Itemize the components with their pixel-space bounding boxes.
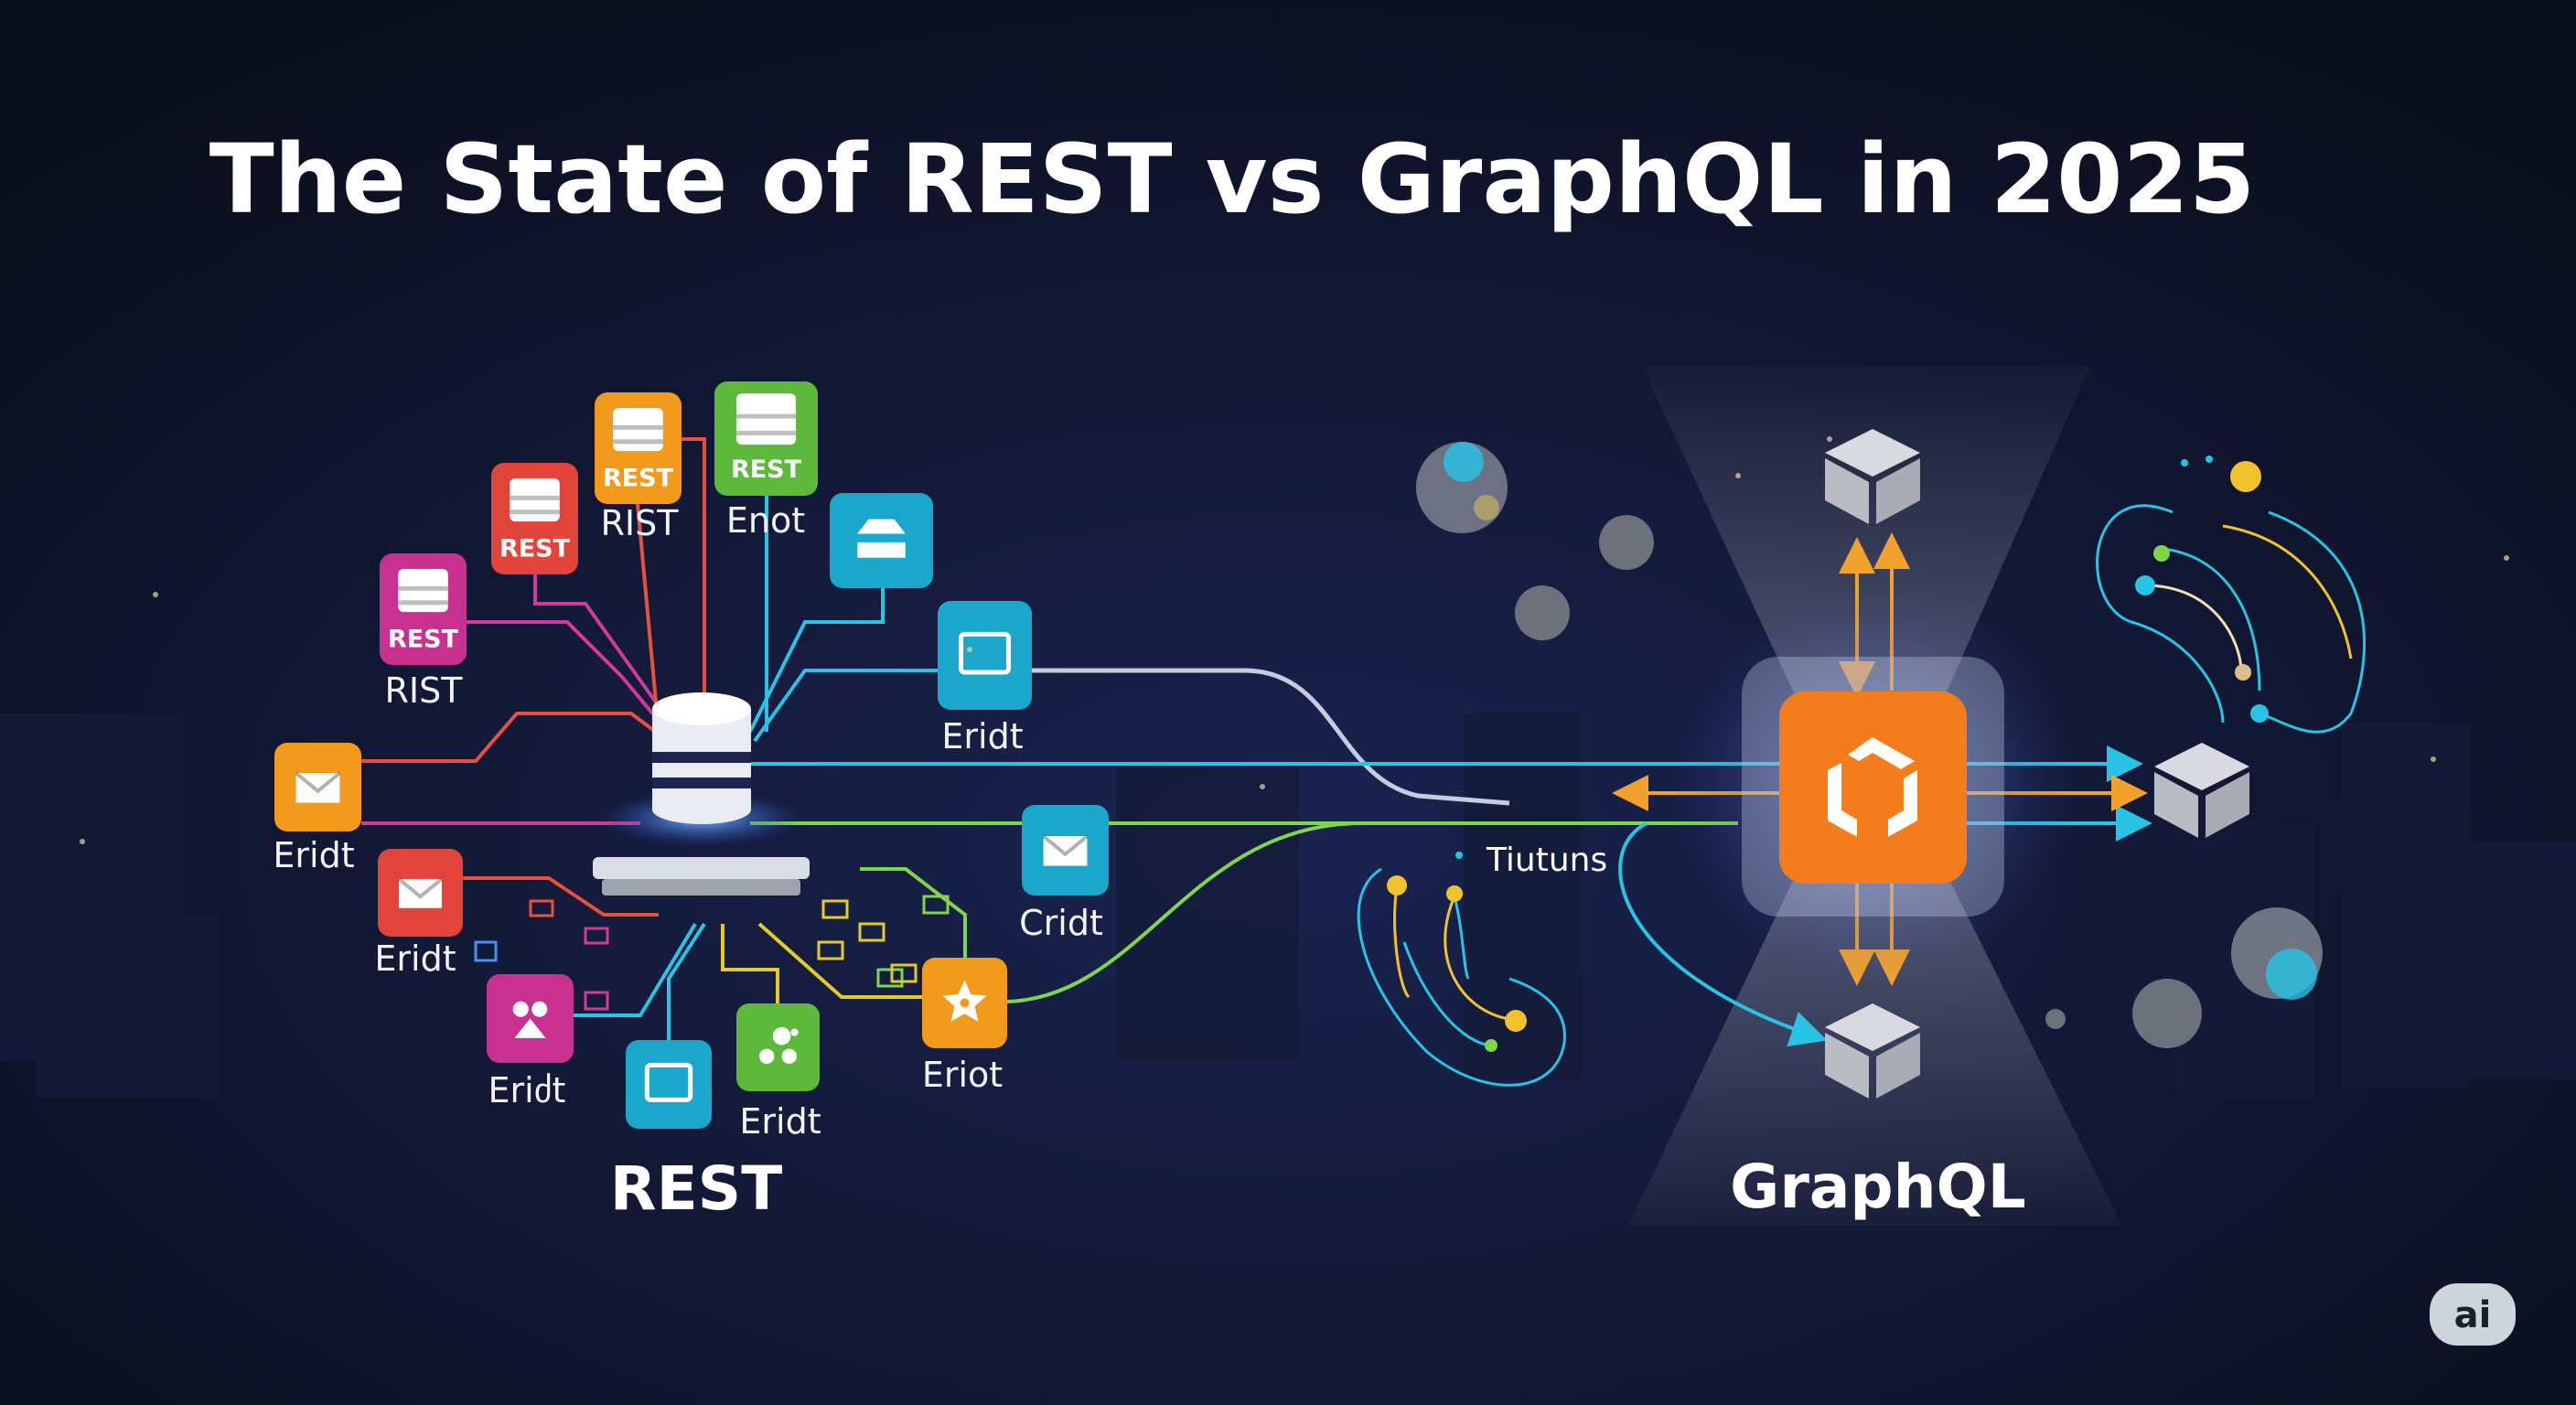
tile-label: Eridt [739, 1101, 821, 1142]
rest-tile[interactable]: Eridt [736, 1003, 821, 1142]
database-icon [398, 569, 448, 613]
tile-badge: REST [499, 534, 571, 563]
screen-icon [644, 1062, 693, 1102]
tile-label: Eridt [374, 938, 456, 979]
server-platform [593, 857, 810, 879]
database-icon [735, 393, 797, 445]
rest-tile[interactable]: REST RIST [380, 553, 467, 711]
rest-mini-nodes [474, 895, 950, 1011]
graphql-label: GraphQL [1730, 1152, 2026, 1222]
swirl-decoration-left [1357, 852, 1566, 1087]
rest-tile[interactable]: Eriot [922, 958, 1007, 1095]
rest-top-tiles: REST RIST REST REST RIST REST Enot Eridt [380, 381, 1032, 756]
tile-label: Eridt [273, 835, 354, 875]
database-icon [510, 478, 560, 522]
graphql-hub[interactable] [1671, 586, 2074, 989]
tile-label: Enot [726, 500, 805, 541]
tile-label: Eriot [922, 1055, 1003, 1095]
tile-label: Cridt [1019, 903, 1103, 943]
floating-orbs [1416, 442, 2323, 1048]
rest-tile[interactable]: Eridt [938, 601, 1032, 756]
rest-label: REST [610, 1153, 782, 1224]
rest-tile[interactable]: Eridt [273, 743, 361, 875]
page-title: The State of REST vs GraphQL in 2025 [209, 123, 2256, 235]
rest-tile[interactable]: REST RIST [595, 392, 682, 543]
mail-icon [295, 771, 341, 803]
svg-text:ai: ai [2454, 1294, 2492, 1336]
envelope-open-icon [397, 877, 444, 908]
rest-server-database-icon [593, 692, 810, 896]
router-icon [857, 519, 906, 558]
tile-badge: REST [603, 464, 674, 492]
rest-bottom-tiles: Eridt Eridt Eriძt Eridt Eriot Cridt [273, 743, 1109, 1142]
rest-tile[interactable]: REST [491, 463, 578, 574]
rest-tile[interactable]: Eridt [374, 849, 463, 979]
cube-icon[interactable] [1825, 429, 1920, 524]
mail-icon [1042, 834, 1089, 866]
rest-tile[interactable] [626, 1040, 712, 1129]
ai-badge: ai [2430, 1283, 2516, 1346]
database-icon [613, 408, 663, 452]
tile-badge: REST [731, 456, 802, 484]
cube-icon[interactable] [2154, 743, 2249, 838]
annotation-label: Tiutuns [1486, 842, 1607, 879]
tile-label: Eriძt [488, 1070, 566, 1110]
star-icon [942, 980, 987, 1022]
paw-icon [512, 1001, 548, 1038]
rest-tile[interactable]: REST Enot [714, 381, 818, 541]
tile-label: RIST [601, 503, 680, 543]
tile-badge: REST [388, 625, 459, 653]
swirl-decoration-right [2096, 456, 2366, 734]
dots-icon [759, 1026, 799, 1065]
background-stars [80, 436, 2509, 844]
rest-tile[interactable]: Cridt [1019, 805, 1109, 943]
rest-tile[interactable] [830, 493, 933, 588]
graphql-nodes [1825, 429, 2249, 1099]
rest-tile[interactable]: Eriძt [487, 974, 574, 1110]
graphql-hexagon-icon [1828, 737, 1917, 837]
tile-label: Eridt [941, 716, 1023, 756]
monitor-icon [959, 631, 1011, 675]
cube-icon[interactable] [1825, 1003, 1920, 1099]
tile-label: RIST [385, 670, 464, 711]
